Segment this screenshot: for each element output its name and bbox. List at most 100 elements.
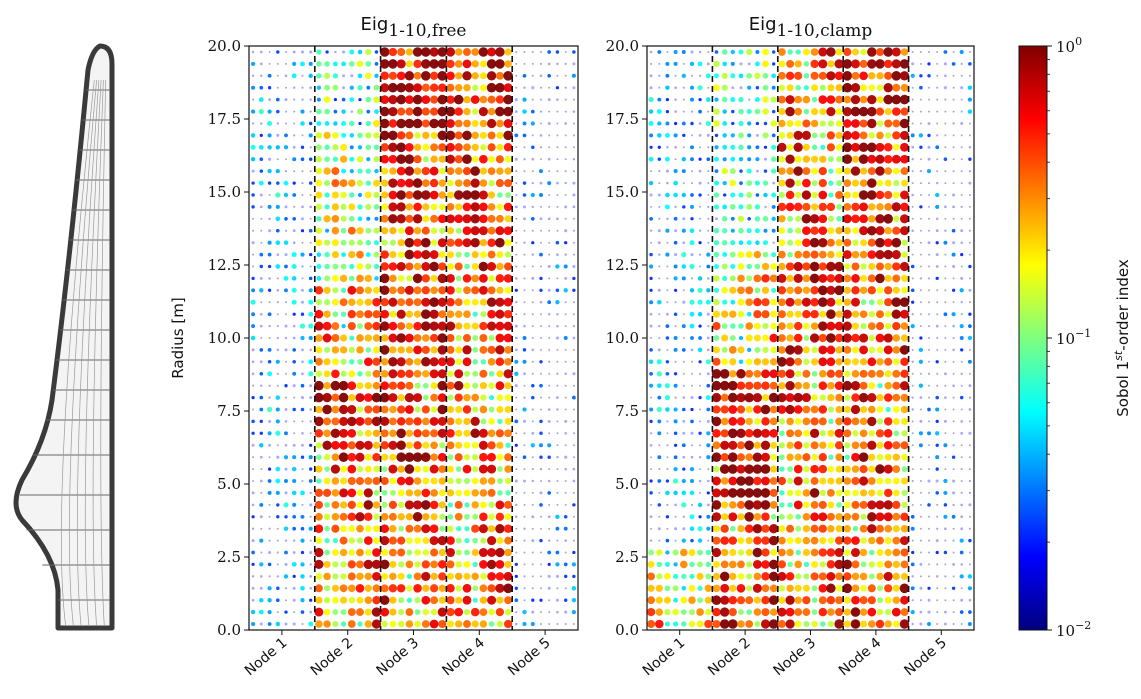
data-point [374, 216, 379, 221]
data-point [681, 157, 686, 162]
data-point [769, 584, 778, 593]
data-point [531, 134, 534, 137]
data-point [347, 381, 357, 391]
data-point [396, 142, 407, 153]
data-point [951, 586, 956, 591]
data-point [835, 120, 843, 127]
data-point [752, 583, 762, 593]
data-point [259, 395, 264, 400]
data-point [673, 276, 678, 281]
data-point [381, 466, 388, 472]
data-point [430, 203, 438, 211]
data-point [314, 392, 324, 403]
data-point [681, 443, 686, 448]
data-point [690, 121, 694, 126]
data-point [746, 585, 753, 592]
data-point [859, 465, 868, 474]
data-point [737, 513, 745, 521]
data-point [555, 288, 560, 293]
data-point [761, 548, 770, 557]
data-point [681, 169, 686, 174]
data-point [421, 345, 430, 354]
data-point [259, 597, 264, 603]
data-point [356, 560, 364, 569]
data-point [711, 595, 722, 605]
data-point [276, 277, 279, 280]
data-point [860, 84, 868, 92]
data-point [437, 47, 448, 57]
data-point [251, 431, 255, 435]
data-point [810, 512, 819, 522]
data-point [785, 71, 795, 81]
data-point [952, 384, 955, 387]
data-point [826, 297, 836, 307]
data-point [842, 380, 853, 391]
data-point [379, 595, 390, 605]
data-point [771, 85, 776, 90]
data-point [268, 98, 271, 101]
data-point [959, 574, 964, 579]
data-point [762, 180, 769, 186]
data-point [365, 227, 372, 234]
data-point [657, 145, 661, 149]
data-point [447, 179, 454, 187]
data-point [374, 73, 379, 78]
data-point [366, 216, 371, 221]
data-point [699, 420, 702, 423]
data-point [968, 348, 971, 351]
data-point [316, 216, 322, 222]
data-point [292, 443, 296, 447]
data-point [365, 370, 372, 377]
data-point [859, 59, 868, 68]
data-point [720, 560, 729, 569]
data-point [539, 491, 543, 495]
data-point [778, 108, 786, 116]
data-point [515, 146, 518, 149]
data-point [479, 179, 488, 187]
data-point [777, 369, 786, 378]
data-point [736, 428, 746, 439]
data-point [835, 369, 844, 378]
data-point [472, 370, 479, 377]
data-point [504, 357, 512, 366]
data-point [747, 157, 752, 162]
data-point [252, 480, 255, 482]
data-point [752, 392, 763, 403]
data-point [421, 95, 431, 104]
data-point [315, 203, 323, 211]
data-point [928, 253, 930, 256]
data-point [819, 108, 827, 116]
data-point [547, 265, 551, 268]
data-point [720, 595, 730, 605]
data-point [572, 395, 576, 400]
data-point [746, 573, 753, 580]
data-point [952, 301, 955, 304]
data-point [858, 106, 869, 117]
data-point [480, 537, 487, 544]
data-point [769, 428, 779, 438]
data-point [276, 288, 280, 292]
data-point [479, 214, 488, 224]
data-point [876, 72, 884, 80]
data-point [379, 118, 390, 129]
data-point [952, 432, 955, 435]
data-point [778, 227, 786, 235]
data-point [851, 417, 860, 426]
data-point [852, 346, 859, 354]
data-point [406, 275, 413, 282]
data-point [891, 94, 902, 105]
data-point [495, 82, 505, 93]
data-point [285, 313, 287, 316]
data-point [936, 289, 939, 292]
data-point [787, 561, 793, 568]
data-point [301, 420, 304, 423]
data-point [698, 324, 702, 328]
data-point [891, 59, 901, 69]
data-point [793, 345, 803, 355]
data-point [429, 536, 439, 546]
data-point [729, 358, 737, 366]
y-tick-label: 0.0 [615, 621, 639, 639]
data-point [869, 549, 875, 556]
data-point [514, 574, 518, 579]
data-point [720, 607, 730, 617]
